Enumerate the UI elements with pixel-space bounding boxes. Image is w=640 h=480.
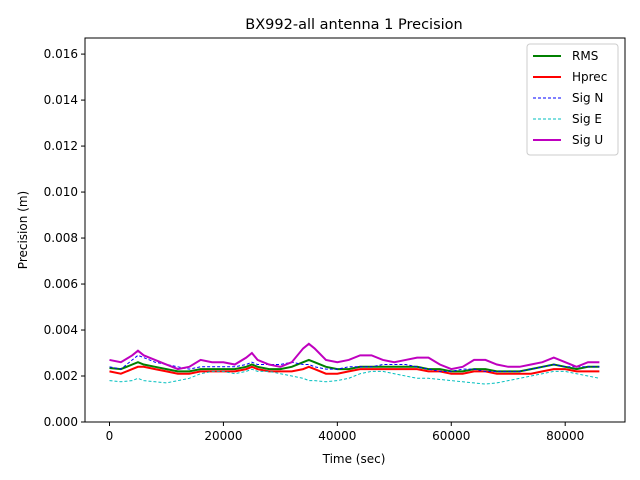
legend-box [526, 43, 619, 156]
x-tick-label: 20000 [204, 429, 242, 443]
plot-area [109, 342, 600, 385]
series-line-sig-e [109, 368, 600, 385]
y-tick-label: 0.004 [44, 323, 78, 337]
series-line-hprec [109, 365, 600, 375]
x-tick-label: 40000 [318, 429, 356, 443]
y-tick-label: 0.016 [44, 47, 78, 61]
y-axis-label: Precision (m) [16, 191, 30, 269]
axes-frame [84, 37, 626, 423]
legend-entry: Hprec [572, 70, 607, 84]
axes [84, 37, 626, 423]
x-tick-label: 80000 [546, 429, 584, 443]
y-tick-label: 0.012 [44, 139, 78, 153]
legend: RMS Hprec Sig N Sig E Sig U [526, 43, 619, 156]
ticks: 0 20000 40000 60000 80000 0.000 0.002 0.004 0.00… [44, 47, 585, 443]
x-tick-label: 0 [106, 429, 114, 443]
series-line-sig-n [109, 354, 600, 372]
y-tick-label: 0.010 [44, 185, 78, 199]
legend-entry: Sig U [572, 133, 603, 147]
x-axis-label: Time (sec) [322, 452, 386, 466]
y-tick-label: 0.002 [44, 369, 78, 383]
chart-title: BX992-all antenna 1 Precision [245, 17, 462, 33]
x-tick-label: 60000 [432, 429, 470, 443]
y-tick-label: 0.000 [44, 415, 78, 429]
y-tick-label: 0.014 [44, 93, 78, 107]
y-tick-label: 0.006 [44, 277, 78, 291]
legend-entry: RMS [572, 49, 598, 63]
legend-entry: Sig E [572, 112, 602, 126]
legend-entry: Sig N [572, 91, 603, 105]
y-tick-label: 0.008 [44, 231, 78, 245]
series-line-sig-u [109, 342, 600, 371]
